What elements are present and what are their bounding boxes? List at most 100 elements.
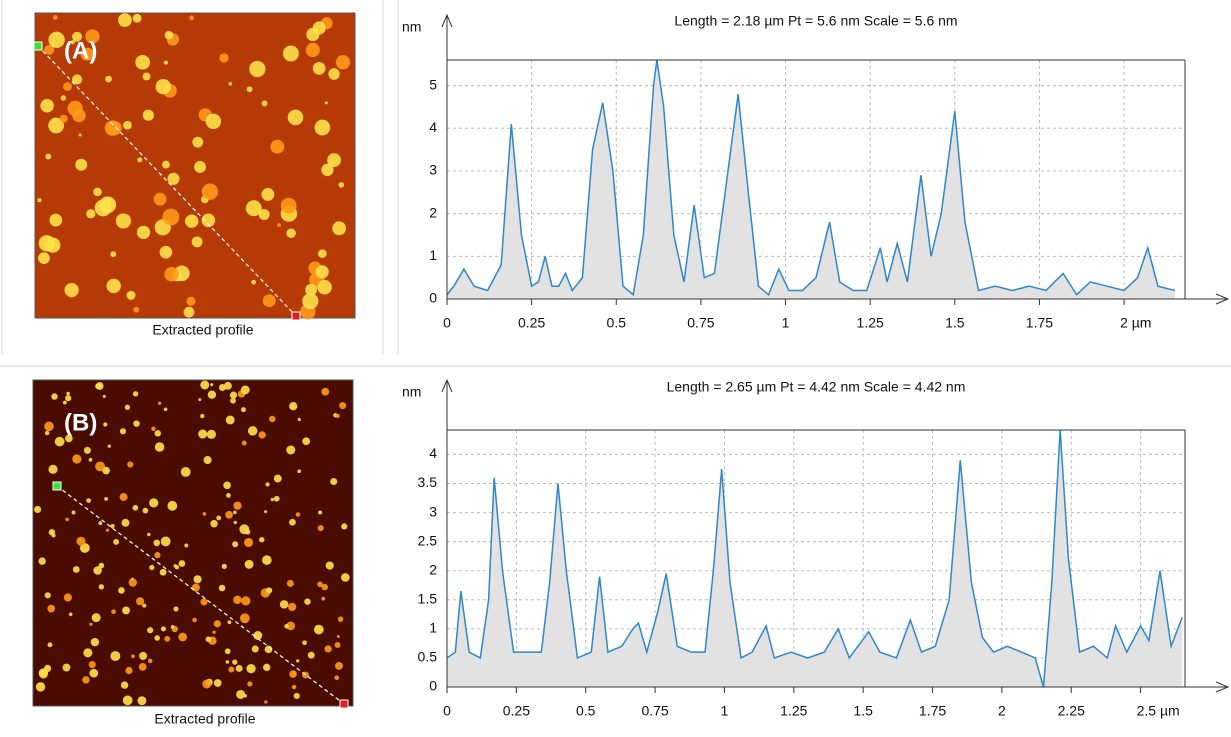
blob — [164, 267, 179, 282]
blob — [65, 395, 72, 402]
blob — [154, 635, 160, 641]
blob — [132, 391, 139, 397]
blob — [313, 624, 324, 635]
blob — [83, 446, 91, 454]
blob — [83, 648, 93, 658]
blob — [119, 493, 128, 502]
blob — [122, 606, 130, 615]
blob — [149, 564, 155, 571]
blob — [49, 213, 63, 227]
blob — [44, 664, 52, 672]
blob — [189, 15, 194, 21]
blob — [321, 163, 334, 177]
blob — [194, 161, 207, 173]
blob — [240, 385, 250, 395]
y-tick-label: 2.5 — [418, 532, 438, 548]
blob — [314, 119, 331, 136]
x-tick-label: 0.5 — [607, 315, 627, 331]
blob — [147, 627, 154, 634]
blob — [201, 213, 216, 228]
blob — [225, 660, 230, 664]
y-tick-label: 2 — [429, 561, 437, 577]
blob — [159, 245, 173, 259]
blob — [266, 587, 273, 594]
blob — [286, 621, 296, 631]
blob — [174, 565, 180, 570]
blob — [159, 568, 167, 576]
x-tick-label: 2.25 — [1058, 703, 1085, 719]
blob — [213, 620, 221, 628]
x-tick-label: 0.75 — [641, 703, 668, 719]
blob — [132, 504, 139, 511]
blob — [202, 512, 207, 516]
blob — [232, 541, 239, 548]
blob — [289, 518, 296, 526]
blob — [163, 60, 168, 65]
blob — [227, 620, 232, 625]
blob — [232, 659, 238, 665]
blob — [47, 642, 53, 648]
blob — [223, 481, 231, 490]
blob — [63, 593, 72, 602]
profile-line — [446, 59, 1176, 297]
blob — [72, 74, 83, 85]
blob — [273, 474, 282, 483]
blob — [335, 661, 343, 670]
blob — [72, 454, 82, 464]
blob — [98, 521, 103, 526]
y-tick-label: 4 — [429, 445, 437, 461]
blob — [328, 68, 340, 80]
blob — [178, 632, 188, 642]
blob — [91, 613, 101, 623]
blob — [213, 679, 222, 687]
blob — [105, 75, 112, 83]
blob — [318, 249, 327, 258]
blob — [118, 13, 132, 27]
blob — [59, 114, 68, 123]
blob — [321, 387, 330, 396]
y-tick-label: 5 — [429, 76, 437, 92]
blob — [221, 563, 227, 570]
blob — [48, 464, 58, 474]
blob — [191, 583, 200, 592]
blob — [244, 559, 254, 569]
blob — [245, 200, 262, 217]
blob — [102, 394, 106, 398]
blob — [297, 469, 302, 474]
blob — [123, 120, 132, 130]
blob — [78, 133, 82, 137]
blob — [147, 532, 151, 537]
x-tick-label: 2.5 µm — [1137, 703, 1180, 719]
blob — [228, 666, 235, 673]
blob — [261, 100, 268, 107]
blob — [107, 444, 111, 448]
blob — [330, 477, 338, 486]
blob — [239, 524, 250, 535]
blob — [137, 696, 147, 706]
blob — [336, 634, 340, 639]
blob — [325, 561, 334, 570]
blob — [88, 457, 93, 462]
blob — [203, 456, 212, 465]
blob — [200, 380, 210, 390]
blob — [270, 139, 285, 154]
blob — [65, 434, 73, 443]
blob — [289, 402, 298, 411]
blob — [128, 578, 137, 587]
axis-arrow — [441, 13, 453, 28]
blob — [317, 525, 324, 532]
blob — [178, 560, 186, 567]
x-tick-label: 1 — [721, 703, 729, 719]
blob — [201, 183, 219, 200]
blob — [135, 54, 151, 70]
blob — [154, 552, 161, 559]
blob — [251, 645, 259, 653]
blob — [304, 598, 311, 605]
y-tick-label: 0 — [429, 678, 437, 694]
blob — [34, 505, 42, 514]
blob — [321, 596, 326, 601]
blob — [115, 213, 132, 229]
blob — [296, 659, 300, 663]
blob — [240, 407, 247, 413]
blob — [263, 663, 271, 672]
